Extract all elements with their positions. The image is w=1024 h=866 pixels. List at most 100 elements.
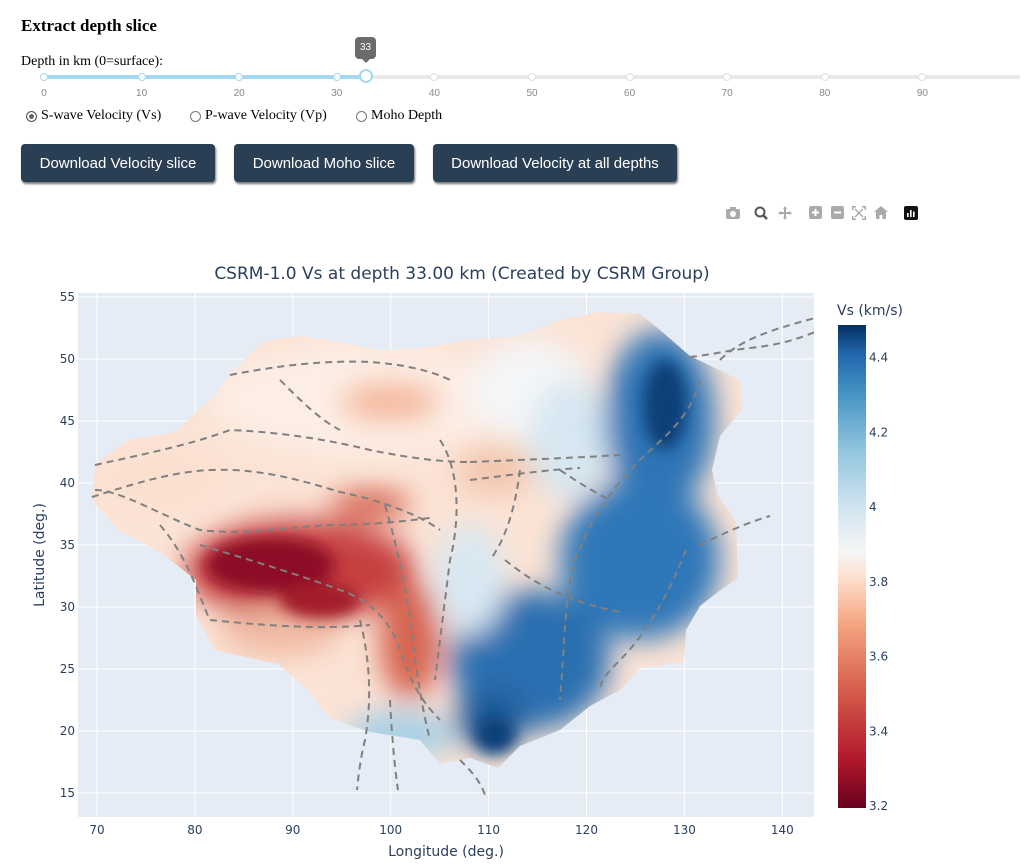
colorbar-ticks: 3.2 3.4 3.6 3.8 4 4.2 4.4 bbox=[869, 351, 888, 814]
plot-background bbox=[78, 293, 814, 817]
fault-line bbox=[559, 469, 611, 501]
fault-line bbox=[599, 549, 687, 691]
heatmap-core-tibet bbox=[205, 537, 335, 593]
radio-vp-label[interactable]: P-wave Velocity (Vp) bbox=[205, 108, 327, 123]
slider-mark-dot[interactable] bbox=[40, 73, 48, 81]
plot-gridlines bbox=[78, 293, 814, 817]
y-tick-label: 40 bbox=[60, 476, 75, 490]
slider-mark-dot[interactable] bbox=[625, 73, 634, 81]
slider-mark-label[interactable]: 20 bbox=[233, 88, 245, 99]
x-tick-label: 70 bbox=[89, 823, 104, 837]
colorbar-tick-label: 4.4 bbox=[869, 351, 888, 365]
colorbar-tick-label: 3.6 bbox=[869, 650, 888, 664]
slider-mark-dot[interactable] bbox=[918, 73, 927, 81]
fault-line bbox=[91, 468, 441, 531]
slider-mark-label[interactable]: 80 bbox=[819, 88, 831, 99]
download-velocity-slice-button[interactable]: Download Velocity slice bbox=[21, 144, 215, 182]
heatmap-region-central-light bbox=[435, 525, 505, 635]
slider-mark-dot[interactable] bbox=[528, 73, 536, 81]
fault-line bbox=[459, 759, 486, 796]
radio-vp-indicator[interactable] bbox=[190, 110, 201, 122]
y-tick-label: 55 bbox=[60, 290, 75, 304]
slider-mark-label[interactable]: 50 bbox=[526, 88, 538, 99]
heatmap-region-north-light bbox=[210, 345, 510, 455]
fault-line bbox=[94, 489, 431, 533]
slider-mark-label[interactable]: 10 bbox=[136, 88, 148, 99]
fault-line bbox=[229, 360, 451, 381]
slider-mark-label[interactable]: 60 bbox=[624, 88, 636, 99]
slider-mark-dot[interactable] bbox=[235, 73, 244, 81]
depth-slider[interactable]: 0 10 20 30 40 50 60 70 80 90 bbox=[40, 69, 1020, 104]
fault-line bbox=[384, 504, 431, 741]
zoom-icon[interactable] bbox=[752, 203, 770, 223]
x-axis-ticks: 70 80 90 100 110 120 130 140 bbox=[89, 823, 793, 837]
fault-line bbox=[719, 317, 814, 361]
x-tick-label: 130 bbox=[673, 823, 696, 837]
plotly-logo-icon[interactable] bbox=[902, 203, 920, 223]
fault-line bbox=[279, 379, 341, 431]
heatmap-region-west-light bbox=[100, 450, 220, 510]
zoom-out-icon[interactable] bbox=[828, 203, 846, 223]
autoscale-icon[interactable] bbox=[850, 203, 868, 223]
pan-icon[interactable] bbox=[776, 203, 794, 223]
y-tick-label: 50 bbox=[60, 352, 75, 366]
fault-line bbox=[356, 619, 371, 791]
camera-icon[interactable] bbox=[724, 203, 742, 223]
slider-handle[interactable] bbox=[359, 69, 373, 83]
fault-line bbox=[159, 524, 371, 629]
heatmap-base bbox=[92, 312, 742, 768]
heatmap-region-southeast-blue bbox=[450, 590, 610, 730]
radio-vp[interactable]: P-wave Velocity (Vp) bbox=[190, 108, 327, 124]
x-tick-label: 140 bbox=[771, 823, 794, 837]
radio-moho-label[interactable]: Moho Depth bbox=[371, 108, 443, 123]
depth-slider-label: Depth in km (0=surface): bbox=[21, 54, 164, 69]
slider-mark-label[interactable]: 90 bbox=[916, 88, 928, 99]
radio-vs-indicator[interactable] bbox=[26, 110, 37, 122]
slider-mark-dot[interactable] bbox=[430, 73, 439, 81]
radio-moho-indicator[interactable] bbox=[356, 110, 367, 122]
slider-mark-label[interactable]: 70 bbox=[721, 88, 733, 99]
fault-line bbox=[699, 515, 771, 546]
fault-line bbox=[469, 454, 621, 463]
fault-line bbox=[504, 559, 621, 613]
slider-mark-dot[interactable] bbox=[723, 73, 732, 81]
radio-vs[interactable]: S-wave Velocity (Vs) bbox=[26, 108, 161, 124]
y-tick-label: 15 bbox=[60, 786, 75, 800]
slider-mark-label[interactable]: 40 bbox=[428, 88, 440, 99]
slider-mark-dot[interactable] bbox=[820, 73, 829, 81]
heatmap-region-qaidam bbox=[330, 490, 410, 520]
colorbar-title: Vs (km/s) bbox=[837, 303, 903, 319]
y-axis-label: Latitude (deg.) bbox=[32, 503, 48, 607]
fault-line bbox=[689, 331, 814, 358]
download-moho-slice-button[interactable]: Download Moho slice bbox=[234, 144, 414, 182]
fault-line bbox=[94, 428, 471, 466]
radio-vs-label[interactable]: S-wave Velocity (Vs) bbox=[41, 108, 162, 123]
x-tick-label: 80 bbox=[187, 823, 202, 837]
y-tick-label: 25 bbox=[60, 662, 75, 676]
y-tick-label: 35 bbox=[60, 538, 75, 552]
slider-mark-dot[interactable] bbox=[137, 73, 146, 81]
slider-track[interactable] bbox=[44, 75, 366, 79]
heatmap-region-tibet-red bbox=[185, 520, 415, 620]
x-tick-label: 110 bbox=[477, 823, 500, 837]
heatmap-region-sichuan bbox=[380, 580, 440, 700]
heatmap-region-east-white bbox=[470, 340, 590, 440]
x-tick-label: 120 bbox=[575, 823, 598, 837]
slider-mark-label[interactable]: 0 bbox=[41, 88, 47, 99]
colorbar-tick-label: 3.2 bbox=[869, 799, 888, 813]
fault-line bbox=[389, 699, 399, 791]
download-all-depths-button[interactable]: Download Velocity at all depths bbox=[433, 144, 677, 182]
home-icon[interactable] bbox=[872, 203, 890, 223]
colorbar-tick-label: 4 bbox=[869, 500, 877, 514]
y-tick-label: 20 bbox=[60, 724, 75, 738]
slider-mark-label[interactable]: 30 bbox=[331, 88, 343, 99]
heatmap-region-yunnan bbox=[345, 710, 455, 760]
radio-moho[interactable]: Moho Depth bbox=[356, 108, 442, 124]
slider-mark-dot[interactable] bbox=[332, 73, 341, 81]
zoom-in-icon[interactable] bbox=[806, 203, 824, 223]
heatmap-region-south-blue bbox=[455, 690, 525, 750]
fault-line bbox=[559, 379, 701, 701]
colorbar-tick-label: 3.8 bbox=[869, 575, 888, 589]
y-axis-ticks: 15 20 25 30 35 40 45 50 55 bbox=[60, 290, 75, 800]
